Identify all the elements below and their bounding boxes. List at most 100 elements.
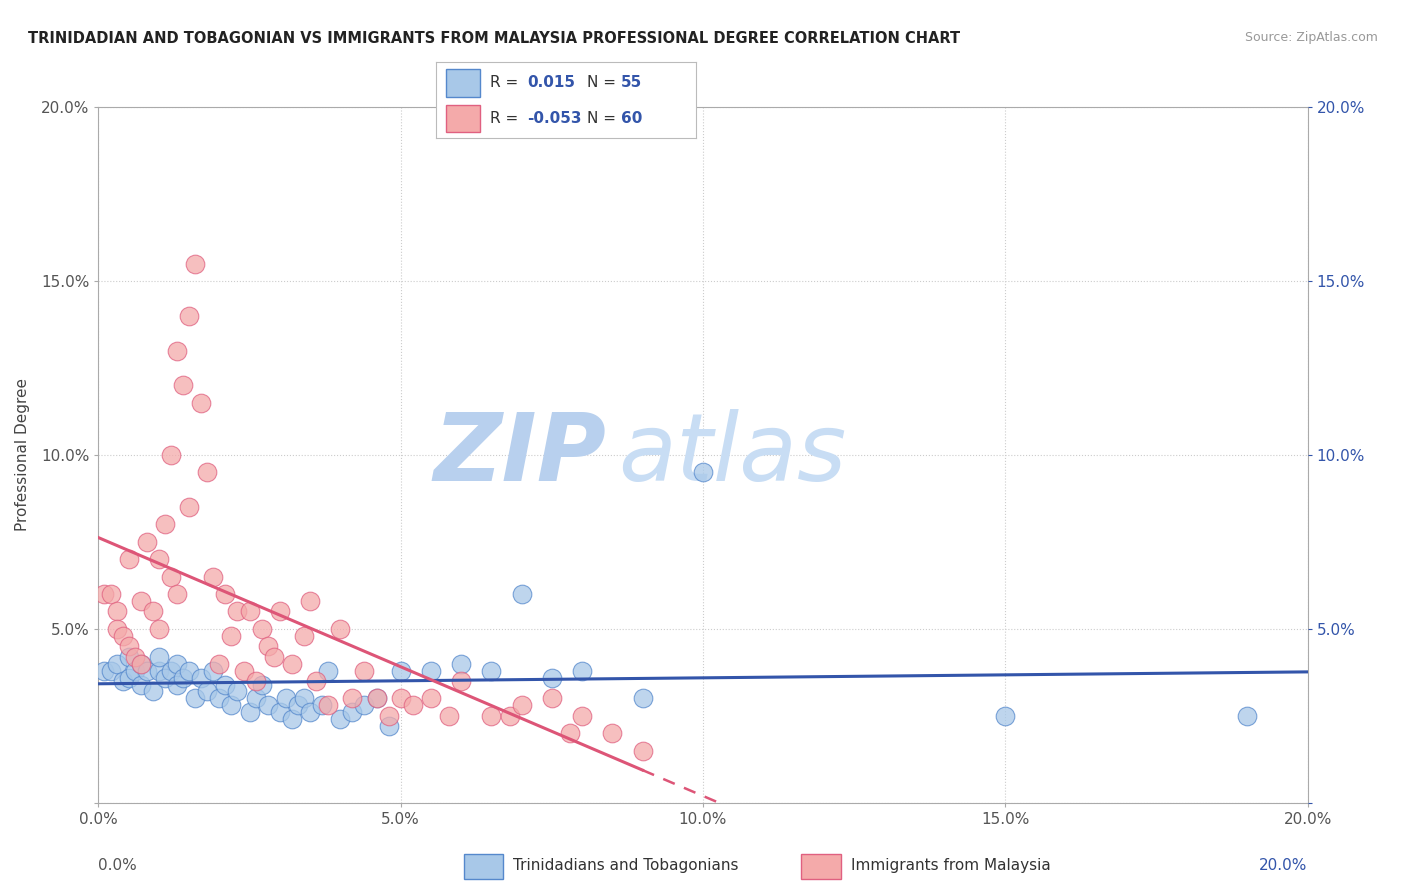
Point [111,674,134,689]
Text: R =: R = [491,111,523,126]
Point [129,657,152,671]
Point [437,708,460,723]
Point [179,309,201,323]
Point [124,649,146,664]
Point [311,698,333,713]
Point [142,684,165,698]
Point [111,629,134,643]
Point [166,343,188,358]
Text: 0.0%: 0.0% [98,858,138,872]
Point [135,534,157,549]
Point [148,552,170,566]
Point [316,664,339,678]
Point [214,677,236,691]
FancyBboxPatch shape [446,70,479,96]
Point [329,622,352,636]
Point [202,664,225,678]
Point [540,691,562,706]
Point [232,664,254,678]
Point [481,708,503,723]
Point [208,691,231,706]
Point [245,691,267,706]
Point [160,664,183,678]
Point [571,664,593,678]
Point [93,664,115,678]
Point [292,629,315,643]
Point [692,466,714,480]
Point [571,708,593,723]
Point [342,706,364,720]
Point [402,698,425,713]
Point [172,378,194,392]
Point [148,664,170,678]
Point [366,691,388,706]
Point [148,649,170,664]
Point [118,671,141,685]
Point [179,664,201,678]
Point [292,691,315,706]
Point [305,674,328,689]
Text: TRINIDADIAN AND TOBAGONIAN VS IMMIGRANTS FROM MALAYSIA PROFESSIONAL DEGREE CORRE: TRINIDADIAN AND TOBAGONIAN VS IMMIGRANTS… [28,31,960,46]
Point [631,744,654,758]
Point [153,517,176,532]
Point [105,622,128,636]
Point [299,594,322,608]
Point [190,671,212,685]
Point [256,639,278,653]
Point [239,605,262,619]
Text: Source: ZipAtlas.com: Source: ZipAtlas.com [1244,31,1378,45]
Point [118,639,141,653]
Point [226,684,249,698]
Point [124,664,146,678]
Point [329,712,352,726]
FancyBboxPatch shape [446,105,479,132]
Point [160,448,183,462]
Point [105,605,128,619]
Text: 55: 55 [620,76,641,90]
Point [166,587,188,601]
Point [274,691,297,706]
Point [558,726,581,740]
Point [172,671,194,685]
Point [184,691,207,706]
Point [1236,708,1258,723]
Point [281,657,304,671]
Point [281,712,304,726]
Point [129,594,152,608]
Point [190,396,212,410]
Point [263,649,285,664]
Point [994,708,1017,723]
Point [118,649,141,664]
Text: 20.0%: 20.0% [1260,858,1308,872]
Point [100,664,122,678]
Point [93,587,115,601]
Point [118,552,141,566]
Point [208,657,231,671]
Point [450,674,472,689]
Point [602,726,624,740]
Point [269,706,291,720]
Point [256,698,278,713]
Point [510,698,533,713]
Text: Immigrants from Malaysia: Immigrants from Malaysia [851,858,1050,872]
Text: -0.053: -0.053 [527,111,582,126]
Text: R =: R = [491,76,523,90]
Point [195,684,218,698]
Point [221,698,243,713]
Point [389,664,412,678]
Point [481,664,503,678]
Text: atlas: atlas [619,409,846,500]
Point [377,719,399,733]
Point [353,698,375,713]
Point [184,256,207,270]
Point [366,691,388,706]
Point [166,657,188,671]
Point [540,671,562,685]
Point [153,671,176,685]
Point [250,622,273,636]
Text: Trinidadians and Tobagonians: Trinidadians and Tobagonians [513,858,738,872]
Text: ZIP: ZIP [433,409,606,501]
Point [226,605,249,619]
Point [420,691,443,706]
Point [389,691,412,706]
